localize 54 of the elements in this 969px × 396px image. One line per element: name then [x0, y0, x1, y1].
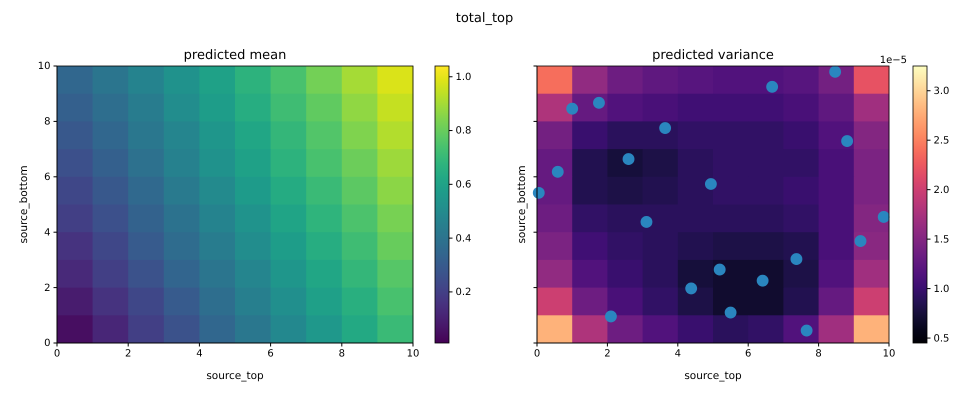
point [659, 122, 672, 134]
y-tick-label: 2 [44, 282, 50, 294]
x-tick-label: 2 [604, 348, 611, 360]
x-tick-label: 0 [54, 348, 60, 360]
y-axis-title: source_bottom [516, 165, 528, 244]
color-bar-label: 3.0 [934, 86, 950, 97]
x-tick-label: 8 [815, 348, 822, 360]
x-tick-label: 0 [534, 348, 540, 360]
x-tick-label: 10 [882, 348, 896, 360]
chart-title: predicted variance [652, 48, 774, 63]
point [714, 264, 726, 276]
x-tick-label: 6 [745, 348, 752, 360]
color-bar-label: 0.5 [934, 333, 950, 344]
point [756, 274, 769, 287]
color-bar-label: 0.8 [456, 126, 472, 137]
point [878, 211, 890, 223]
point [593, 96, 605, 109]
point [552, 166, 564, 178]
x-axis-title: source_top [684, 370, 742, 382]
x-tick-label: 6 [267, 348, 274, 360]
y-tick-label: 6 [44, 172, 50, 183]
color-bar-label: 1.0 [934, 284, 950, 295]
color-bar-label: 1.0 [456, 72, 472, 83]
point [790, 253, 802, 265]
point [829, 66, 842, 78]
x-tick-label: 4 [196, 348, 203, 360]
x-tick-label: 2 [125, 348, 132, 360]
point [640, 216, 652, 228]
color-bar-label: 0.4 [456, 233, 472, 244]
point [854, 235, 866, 247]
color-bar-label: 0.6 [456, 180, 472, 191]
point [704, 178, 717, 190]
point [566, 102, 578, 115]
color-bar-label: 1.5 [934, 234, 950, 246]
color-bar-label: 2.5 [934, 135, 950, 146]
y-tick-label: 4 [44, 227, 50, 238]
point [605, 310, 617, 322]
chart-title: predicted mean [184, 48, 286, 63]
point [841, 135, 854, 147]
text: total_top [456, 11, 514, 26]
color-bar-label: 2.0 [934, 184, 950, 196]
point [724, 306, 737, 318]
x-tick-label: 10 [406, 348, 420, 360]
x-tick-label: 8 [338, 348, 345, 360]
x-axis-title: source_top [206, 370, 264, 382]
point [766, 80, 778, 93]
y-tick-label: 0 [44, 338, 50, 350]
y-tick-label: 8 [44, 116, 50, 128]
color-bar-label: 0.2 [456, 287, 472, 298]
point [685, 282, 698, 294]
x-tick-label: 4 [674, 348, 681, 360]
y-tick-label: 10 [38, 61, 50, 72]
annotation: 1e−5 [880, 55, 907, 66]
y-axis-title: source_bottom [18, 165, 30, 244]
